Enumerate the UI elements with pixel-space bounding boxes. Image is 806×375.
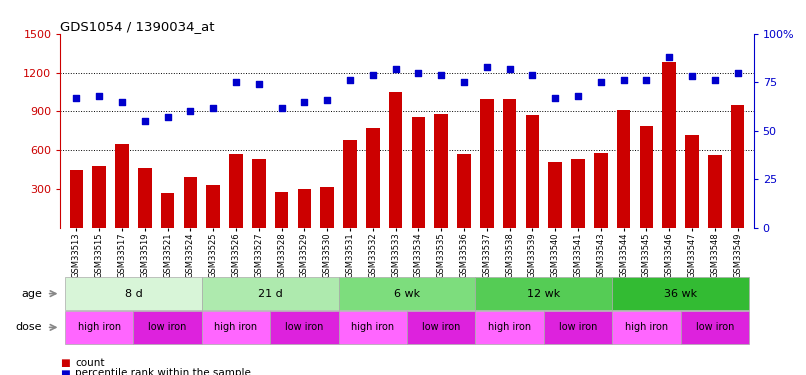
Bar (544, 311, 613, 344)
Bar (388, 92, 402, 228)
Bar (476, 278, 613, 310)
Point (230, 80, 243, 86)
Point (571, 93, 584, 99)
Bar (412, 117, 426, 228)
Point (640, 77, 653, 83)
Text: 21 d: 21 d (258, 289, 283, 298)
Bar (457, 154, 471, 228)
Bar (476, 311, 544, 344)
Text: percentile rank within the sample: percentile rank within the sample (75, 369, 251, 375)
Bar (526, 116, 539, 228)
Point (252, 81, 265, 87)
Point (275, 105, 288, 111)
Text: high iron: high iron (77, 322, 121, 332)
Point (161, 114, 174, 120)
Bar (680, 311, 749, 344)
Bar (407, 311, 476, 344)
Bar (297, 189, 311, 228)
Text: ■: ■ (60, 358, 70, 368)
Bar (320, 186, 334, 228)
Point (139, 118, 152, 124)
Point (93, 93, 106, 99)
Text: 12 wk: 12 wk (527, 289, 560, 298)
Text: high iron: high iron (488, 322, 531, 332)
Bar (503, 99, 517, 228)
Point (434, 72, 447, 78)
Bar (69, 170, 83, 228)
Point (549, 95, 562, 101)
Bar (138, 168, 152, 228)
Bar (613, 311, 680, 344)
Text: GDS1054 / 1390034_at: GDS1054 / 1390034_at (60, 20, 215, 33)
Bar (339, 311, 407, 344)
Text: dose: dose (15, 322, 42, 332)
Text: low iron: low iron (559, 322, 597, 332)
Point (184, 108, 197, 114)
Bar (115, 144, 129, 228)
Bar (202, 311, 270, 344)
Text: 36 wk: 36 wk (664, 289, 697, 298)
Text: low iron: low iron (148, 322, 187, 332)
Bar (343, 140, 357, 228)
Bar (160, 193, 174, 228)
Text: high iron: high iron (351, 322, 394, 332)
Text: low iron: low iron (422, 322, 460, 332)
Bar (65, 278, 202, 310)
Bar (480, 99, 493, 228)
Text: high iron: high iron (214, 322, 258, 332)
Point (480, 64, 493, 70)
Point (389, 66, 402, 72)
Point (663, 54, 675, 60)
Point (686, 74, 699, 80)
Bar (339, 278, 476, 310)
Point (70, 95, 83, 101)
Point (343, 77, 356, 83)
Bar (65, 311, 134, 344)
Text: age: age (21, 289, 42, 298)
Text: ■: ■ (60, 369, 70, 375)
Point (731, 70, 744, 76)
Bar (708, 156, 721, 228)
Point (617, 77, 630, 83)
Bar (617, 110, 630, 228)
Point (207, 105, 220, 111)
Bar (252, 159, 266, 228)
Bar (206, 185, 220, 228)
Bar (93, 166, 106, 228)
Bar (229, 154, 243, 228)
Point (321, 97, 334, 103)
Bar (184, 177, 197, 228)
Bar (275, 192, 289, 228)
Text: low iron: low iron (696, 322, 734, 332)
Bar (270, 311, 339, 344)
Bar (134, 311, 202, 344)
Bar (594, 153, 608, 228)
Point (708, 77, 721, 83)
Text: 6 wk: 6 wk (394, 289, 420, 298)
Point (298, 99, 311, 105)
Point (594, 80, 607, 86)
Point (526, 72, 539, 78)
Bar (548, 162, 562, 228)
Point (458, 80, 471, 86)
Bar (663, 62, 676, 228)
Point (367, 72, 380, 78)
Text: low iron: low iron (285, 322, 324, 332)
Bar (571, 159, 585, 228)
Text: count: count (75, 358, 105, 368)
Text: high iron: high iron (625, 322, 668, 332)
Point (115, 99, 128, 105)
Bar (685, 135, 699, 228)
Bar (640, 126, 654, 228)
Bar (366, 128, 380, 228)
Point (503, 66, 516, 72)
Bar (731, 105, 745, 228)
Bar (202, 278, 339, 310)
Text: 8 d: 8 d (125, 289, 143, 298)
Point (412, 70, 425, 76)
Bar (434, 114, 448, 228)
Bar (613, 278, 749, 310)
